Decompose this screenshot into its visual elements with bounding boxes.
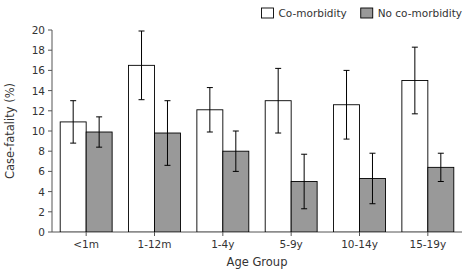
x-tick-label: 5-9y — [279, 238, 302, 250]
error-bar — [96, 117, 102, 147]
y-tick — [48, 70, 52, 71]
y-tick — [48, 232, 52, 233]
x-axis: <1m 1-12m 1-4y 5-9y 10-14y 15-19y — [52, 232, 462, 250]
y-tick — [48, 151, 52, 152]
y-tick — [48, 50, 52, 51]
x-tick-label: 1-12m — [137, 238, 171, 250]
error-bar — [275, 68, 281, 133]
y-tick — [48, 171, 52, 172]
y-tick-label: 12 — [32, 105, 45, 117]
error-bar — [70, 101, 76, 143]
y-tick-label: 10 — [32, 125, 45, 137]
y-tick — [48, 191, 52, 192]
error-bar — [233, 131, 239, 171]
y-tick — [48, 211, 52, 212]
x-tick-label: 10-14y — [341, 238, 378, 250]
bar-series — [86, 101, 454, 232]
legend-label: No co-morbidity — [378, 7, 462, 19]
x-tick — [154, 232, 155, 236]
plot-area — [60, 31, 454, 232]
x-axis-label: Age Group — [227, 255, 288, 269]
y-tick — [48, 90, 52, 91]
x-tick-label: 1-4y — [211, 238, 234, 250]
y-tick-label: 4 — [38, 186, 45, 198]
x-tick — [427, 232, 428, 236]
y-tick-label: 6 — [38, 165, 45, 177]
y-tick-label: 18 — [32, 44, 45, 56]
error-bar — [207, 88, 213, 132]
y-tick — [48, 30, 52, 31]
y-axis: 0 2 4 6 8 10 12 14 16 18 20 — [32, 24, 52, 238]
error-bar — [369, 153, 375, 204]
error-bar — [139, 31, 145, 100]
legend-swatch — [361, 8, 373, 18]
x-tick — [86, 232, 87, 236]
x-tick-label: <1m — [73, 238, 99, 250]
x-tick — [291, 232, 292, 236]
y-axis-line — [52, 30, 53, 232]
y-tick — [48, 110, 52, 111]
x-tick — [222, 232, 223, 236]
bar-series — [60, 31, 428, 232]
x-tick — [359, 232, 360, 236]
error-bar — [164, 101, 170, 166]
y-tick-label: 16 — [32, 64, 46, 76]
y-tick-label: 0 — [38, 226, 45, 238]
y-tick-label: 2 — [38, 206, 45, 218]
y-tick-label: 14 — [32, 85, 46, 97]
y-tick-label: 20 — [32, 24, 45, 36]
error-bar — [344, 70, 350, 139]
error-bar — [412, 47, 418, 114]
error-bar — [301, 154, 307, 209]
chart: 0 2 4 6 8 10 12 14 16 18 20 <1m 1-12m 1-4y 5-9y 10-14y 1… — [0, 0, 474, 274]
legend-swatch — [262, 8, 274, 18]
error-bar — [438, 153, 444, 181]
y-tick-label: 8 — [38, 145, 45, 157]
y-tick — [48, 131, 52, 132]
x-tick-label: 15-19y — [409, 238, 446, 250]
y-axis-label: Case-fatality (%) — [3, 83, 17, 179]
legend: Co-morbidity No co-morbidity — [262, 7, 462, 19]
x-axis-line — [52, 232, 462, 233]
legend-label: Co-morbidity — [279, 7, 347, 19]
